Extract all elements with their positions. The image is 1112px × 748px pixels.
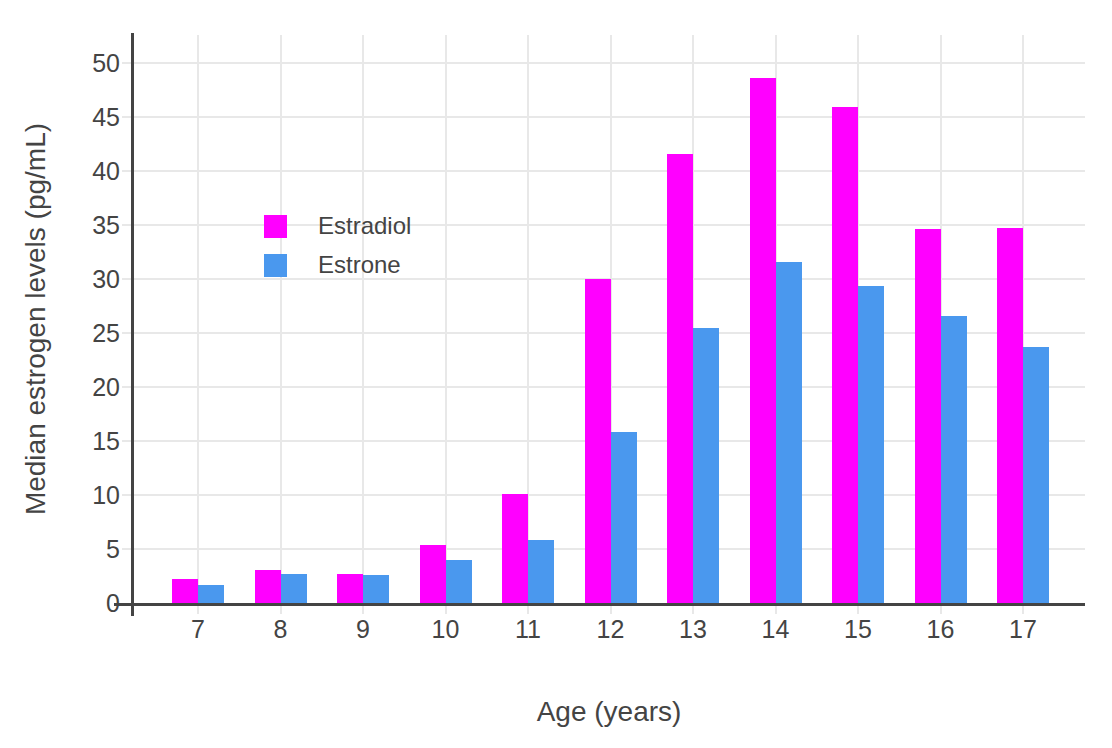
legend: Estradiol Estrone xyxy=(264,214,411,292)
x-tick-label: 14 xyxy=(762,617,790,642)
estradiol-swatch-icon xyxy=(264,215,287,238)
bar-estradiol-age-10[interactable] xyxy=(420,545,446,603)
y-tick-label: 40 xyxy=(92,159,120,184)
bar-estrone-age-8[interactable] xyxy=(281,574,307,603)
y-tick-label: 10 xyxy=(92,483,120,508)
y-tick xyxy=(122,332,131,334)
bar-estrone-age-14[interactable] xyxy=(776,262,802,603)
bar-group-age-12 xyxy=(585,279,637,603)
x-gridline xyxy=(280,35,282,603)
y-tick xyxy=(122,278,131,280)
x-tick-label: 12 xyxy=(597,617,625,642)
y-tick-label: 5 xyxy=(106,537,120,562)
bar-estradiol-age-14[interactable] xyxy=(750,78,776,603)
bar-group-age-15 xyxy=(832,107,884,603)
bar-group-age-8 xyxy=(255,570,307,603)
bar-estrone-age-9[interactable] xyxy=(363,575,389,603)
bar-group-age-10 xyxy=(420,545,472,603)
bar-group-age-14 xyxy=(750,78,802,603)
x-tick xyxy=(280,606,282,614)
bar-estrone-age-7[interactable] xyxy=(198,585,224,603)
x-tick xyxy=(692,606,694,614)
x-tick-label: 10 xyxy=(432,617,460,642)
bar-estradiol-age-17[interactable] xyxy=(997,228,1023,603)
x-tick xyxy=(527,606,529,614)
x-tick-label: 11 xyxy=(515,617,541,642)
bar-estradiol-age-8[interactable] xyxy=(255,570,281,603)
legend-item-estradiol[interactable]: Estradiol xyxy=(264,214,411,238)
legend-item-estrone[interactable]: Estrone xyxy=(264,253,411,277)
x-tick-label: 15 xyxy=(844,617,872,642)
y-tick-label: 15 xyxy=(92,429,120,454)
x-tick-label: 16 xyxy=(927,617,955,642)
bar-group-age-9 xyxy=(337,574,389,603)
x-axis-line xyxy=(114,603,1085,606)
x-tick-label: 7 xyxy=(191,617,205,642)
estrone-swatch-icon xyxy=(264,254,287,277)
y-tick xyxy=(122,170,131,172)
y-tick xyxy=(122,548,131,550)
x-axis-title: Age (years) xyxy=(537,696,682,728)
x-tick-label: 17 xyxy=(1009,617,1037,642)
bar-group-age-17 xyxy=(997,228,1049,603)
y-tick-label: 45 xyxy=(92,105,120,130)
y-tick-label: 20 xyxy=(92,375,120,400)
bar-estradiol-age-13[interactable] xyxy=(667,154,693,603)
bar-estradiol-age-16[interactable] xyxy=(915,229,941,603)
x-tick xyxy=(857,606,859,614)
y-tick-label: 25 xyxy=(92,321,120,346)
bar-estradiol-age-9[interactable] xyxy=(337,574,363,603)
y-tick-label: 30 xyxy=(92,267,120,292)
y-tick xyxy=(122,494,131,496)
bar-estradiol-age-11[interactable] xyxy=(502,494,528,603)
x-gridline xyxy=(197,35,199,603)
bar-estrone-age-12[interactable] xyxy=(611,432,637,603)
y-tick xyxy=(122,116,131,118)
bar-group-age-16 xyxy=(915,229,967,603)
y-tick-label: 50 xyxy=(92,51,120,76)
y-axis-line xyxy=(131,33,134,616)
bar-estrone-age-16[interactable] xyxy=(941,316,967,603)
x-gridline xyxy=(445,35,447,603)
plot-area: 051015202530354045507891011121314151617 … xyxy=(134,35,1085,603)
legend-label-estradiol: Estradiol xyxy=(318,214,411,238)
x-tick-label: 9 xyxy=(356,617,370,642)
y-tick-label: 35 xyxy=(92,213,120,238)
x-gridline xyxy=(362,35,364,603)
x-tick xyxy=(362,606,364,614)
x-tick xyxy=(610,606,612,614)
bar-estrone-age-11[interactable] xyxy=(528,540,554,603)
x-tick xyxy=(1022,606,1024,614)
bar-estrone-age-13[interactable] xyxy=(693,328,719,603)
x-tick xyxy=(445,606,447,614)
x-tick-label: 13 xyxy=(679,617,707,642)
y-tick xyxy=(122,224,131,226)
bar-estradiol-age-15[interactable] xyxy=(832,107,858,603)
y-tick xyxy=(122,62,131,64)
bar-estrone-age-17[interactable] xyxy=(1023,347,1049,603)
x-tick xyxy=(197,606,199,614)
x-tick xyxy=(775,606,777,614)
bar-group-age-7 xyxy=(172,579,224,603)
bar-estradiol-age-12[interactable] xyxy=(585,279,611,603)
bar-group-age-11 xyxy=(502,494,554,603)
bar-group-age-13 xyxy=(667,154,719,603)
legend-label-estrone: Estrone xyxy=(318,253,401,277)
bar-estrone-age-15[interactable] xyxy=(858,286,884,603)
chart: Median estrogen levels (pg/mL) 051015202… xyxy=(0,0,1112,748)
y-axis-title: Median estrogen levels (pg/mL) xyxy=(20,123,52,515)
x-tick-label: 8 xyxy=(274,617,288,642)
bar-estrone-age-10[interactable] xyxy=(446,560,472,603)
bar-estradiol-age-7[interactable] xyxy=(172,579,198,603)
y-tick xyxy=(122,386,131,388)
x-tick xyxy=(940,606,942,614)
y-tick xyxy=(122,440,131,442)
